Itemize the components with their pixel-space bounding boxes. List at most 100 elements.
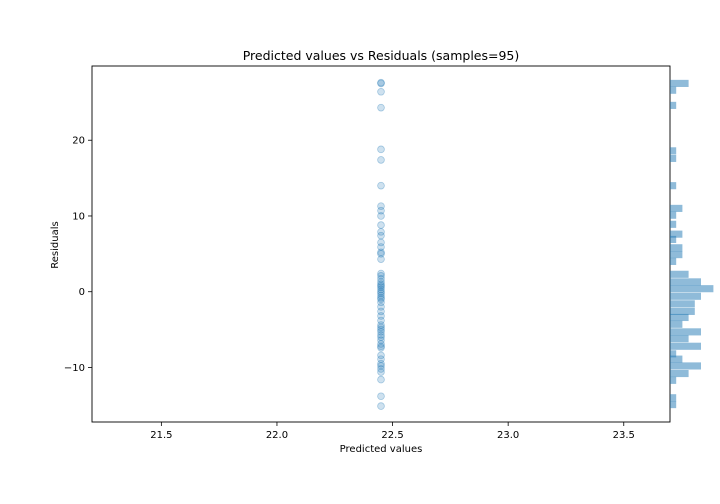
- data-point: [377, 323, 385, 332]
- histogram-bar: [670, 101, 677, 109]
- data-point: [377, 278, 385, 286]
- data-point: [377, 289, 385, 298]
- histogram-bar: [670, 335, 689, 343]
- data-point: [377, 365, 385, 373]
- histogram-bar: [670, 401, 677, 409]
- data-point: [377, 275, 385, 283]
- data-point: [377, 221, 385, 229]
- scatter-axes: 21.5 22.0 22.5 23.0 23.5 −10 0 10 20: [64, 65, 671, 441]
- data-point: [377, 321, 385, 329]
- histogram-bar: [670, 147, 677, 155]
- histogram-bar: [670, 292, 701, 300]
- data-point: [377, 312, 385, 320]
- data-point: [377, 351, 385, 360]
- x-tick-label: 22.0: [266, 430, 288, 441]
- histogram-bar: [670, 182, 677, 190]
- histogram-bar: [670, 355, 683, 363]
- data-point: [377, 255, 385, 263]
- data-point: [377, 293, 385, 302]
- histogram-bar: [670, 235, 677, 244]
- y-tick-label: 20: [72, 136, 85, 147]
- histogram-bar: [670, 328, 701, 336]
- histogram-bar: [670, 376, 677, 384]
- data-point: [377, 402, 385, 410]
- data-point: [377, 78, 385, 87]
- data-point: [377, 202, 385, 210]
- data-point: [377, 368, 385, 376]
- histogram-bar: [670, 307, 695, 315]
- data-point: [377, 248, 385, 257]
- data-point: [377, 283, 385, 291]
- data-point: [377, 303, 385, 311]
- plot-frame: [91, 65, 671, 423]
- histogram-bar: [670, 300, 695, 308]
- x-tick-label: 22.5: [381, 430, 403, 441]
- data-point: [377, 87, 385, 96]
- data-point: [377, 342, 385, 351]
- histogram-bar: [670, 270, 689, 278]
- data-point: [377, 355, 385, 363]
- data-point: [377, 103, 385, 112]
- histogram-bar: [670, 362, 701, 370]
- data-point: [377, 287, 385, 296]
- x-tick-label: 23.0: [497, 430, 519, 441]
- histogram-bar: [670, 394, 677, 402]
- data-point: [377, 281, 385, 290]
- histogram-bar: [670, 278, 701, 286]
- histogram-bar: [670, 251, 683, 259]
- data-point: [377, 307, 385, 316]
- data-point: [377, 269, 385, 278]
- histogram-bar: [670, 230, 683, 238]
- histogram-bar: [670, 320, 683, 328]
- y-axis-label: Residuals: [50, 221, 61, 268]
- data-point: [377, 343, 385, 352]
- data-point: [377, 285, 385, 294]
- data-point: [377, 316, 385, 325]
- histogram-bar: [670, 257, 677, 265]
- data-point: [377, 375, 385, 384]
- x-tick-label: 23.5: [613, 430, 635, 441]
- histogram-bar: [670, 342, 701, 350]
- residual-histogram: [670, 79, 714, 409]
- data-point: [377, 295, 385, 304]
- histogram-bar: [670, 350, 677, 358]
- data-point: [377, 145, 385, 154]
- data-point: [377, 340, 385, 348]
- data-point: [377, 206, 385, 215]
- data-point: [377, 250, 385, 258]
- data-point: [377, 328, 385, 336]
- histogram-bar: [670, 285, 714, 293]
- data-point: [377, 280, 385, 288]
- data-point: [377, 336, 385, 344]
- histogram-bar: [670, 220, 677, 228]
- histogram-bar: [670, 204, 683, 212]
- data-point: [377, 291, 385, 300]
- data-point: [377, 298, 385, 307]
- data-point: [377, 243, 385, 251]
- histogram-bar: [670, 313, 689, 322]
- data-point: [377, 333, 385, 341]
- y-tick-label: 0: [79, 287, 85, 298]
- histogram-bar: [670, 369, 689, 378]
- chart-title: Predicted values vs Residuals (samples=9…: [243, 48, 520, 63]
- histogram-bar: [670, 211, 677, 219]
- y-tick-label: −10: [64, 363, 85, 374]
- data-point: [377, 238, 385, 247]
- data-point: [377, 331, 385, 339]
- histogram-bar: [670, 244, 683, 252]
- data-point: [377, 359, 385, 368]
- data-point: [377, 79, 385, 88]
- data-point: [377, 156, 385, 164]
- histogram-bar: [670, 79, 689, 87]
- data-point: [377, 212, 385, 220]
- data-point: [377, 231, 385, 240]
- data-point: [377, 325, 385, 334]
- histogram-bar: [670, 154, 677, 162]
- data-point: [377, 228, 385, 236]
- x-axis-label: Predicted values: [340, 444, 423, 455]
- x-tick-label: 21.5: [150, 430, 172, 441]
- data-point: [377, 362, 385, 370]
- data-point: [377, 181, 385, 190]
- data-point: [377, 392, 385, 401]
